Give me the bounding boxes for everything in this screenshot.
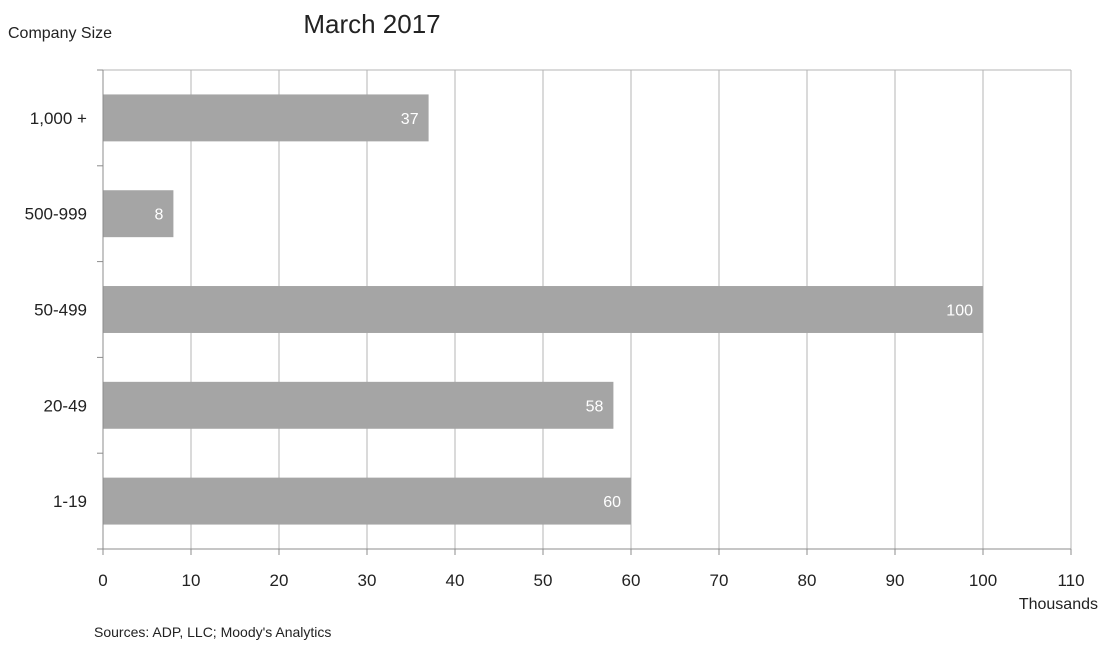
y-tick-label: 500-999: [25, 205, 87, 224]
y-tick-label: 20-49: [44, 396, 87, 415]
bar: [103, 190, 174, 238]
x-tick-label: 50: [534, 571, 553, 590]
bar-value-label: 60: [603, 494, 621, 511]
y-tick-label: 50-499: [34, 301, 87, 320]
bar: [103, 477, 631, 525]
x-tick-label: 90: [886, 571, 905, 590]
x-tick-label: 100: [969, 571, 997, 590]
y-tick-label: 1,000 +: [30, 109, 87, 128]
y-tick-label: 1-19: [53, 492, 87, 511]
bar-value-label: 8: [154, 207, 163, 224]
x-tick-label: 0: [98, 571, 107, 590]
bar: [103, 381, 614, 429]
x-tick-label: 30: [358, 571, 377, 590]
bar-value-label: 100: [946, 303, 973, 320]
chart-title: March 2017: [303, 9, 440, 39]
axes: 1,000 + 500-999 50-499 20-49 1-19 0 10 20 30 40 50…: [25, 69, 1085, 590]
x-tick-label: 60: [622, 571, 641, 590]
x-tick-label: 80: [798, 571, 817, 590]
bar: [103, 286, 983, 333]
x-tick-label: 110: [1057, 571, 1084, 590]
x-tick-label: 20: [270, 571, 289, 590]
x-axis-unit-label: Thousands: [1019, 596, 1098, 613]
x-tick-label: 10: [182, 571, 201, 590]
bar-value-label: 37: [401, 111, 419, 128]
x-tick-label: 70: [710, 571, 729, 590]
bar-value-label: 58: [586, 398, 604, 415]
bars: 37 8 100 58 60: [103, 94, 983, 525]
y-axis-title: Company Size: [8, 25, 112, 42]
x-tick-label: 40: [446, 571, 465, 590]
bar: [103, 94, 429, 142]
source-note: Sources: ADP, LLC; Moody's Analytics: [94, 624, 331, 640]
